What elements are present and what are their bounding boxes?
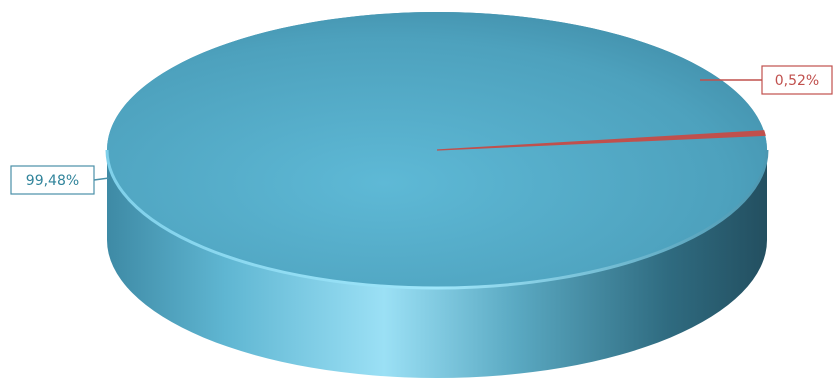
leader-line-1	[93, 177, 110, 181]
pie-side-wall	[107, 150, 767, 378]
data-label-box-1	[10, 165, 95, 195]
data-label-box-2	[761, 65, 833, 95]
data-label-2: 0,52%	[775, 73, 819, 89]
pie-slice-1	[106, 11, 767, 289]
data-label-1: 99,48%	[26, 173, 79, 189]
pie-top	[105, 11, 769, 290]
pie-side	[107, 150, 767, 378]
pie-labels: 99,48% 0,52%	[10, 65, 833, 195]
pie-rim	[105, 149, 769, 290]
pie-slice-2	[436, 130, 766, 151]
